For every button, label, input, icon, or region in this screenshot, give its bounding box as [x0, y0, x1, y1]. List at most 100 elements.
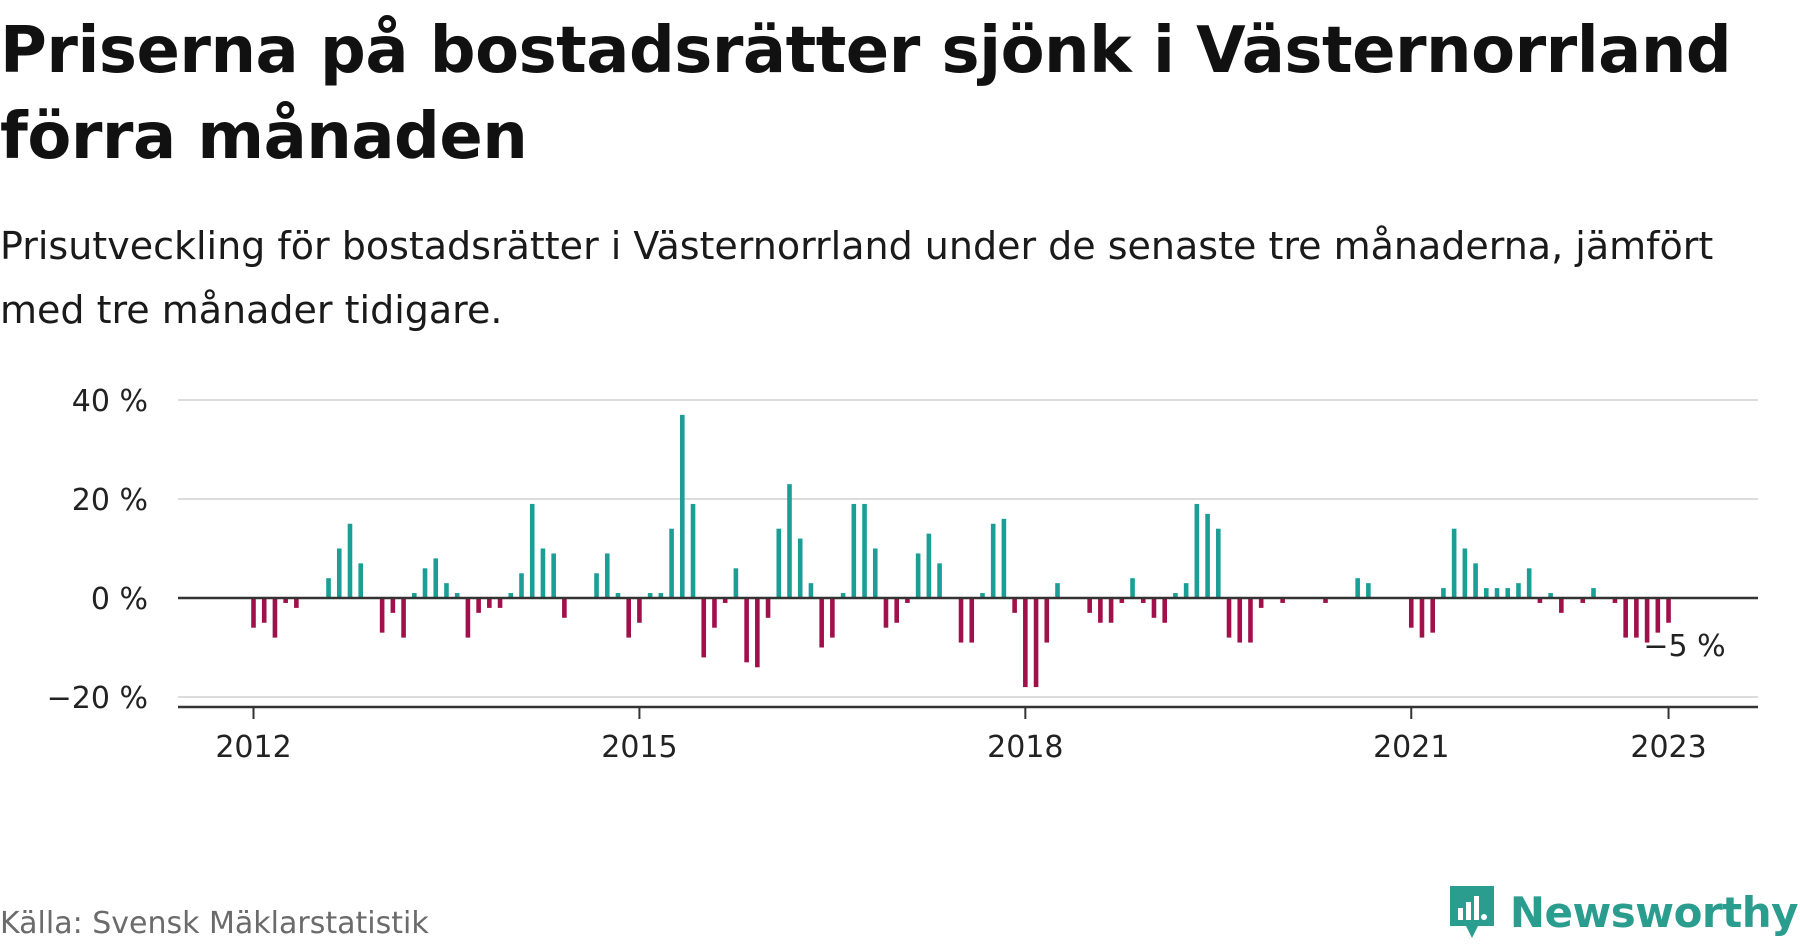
- bar: [540, 548, 546, 598]
- y-tick-label: 40 %: [72, 384, 148, 419]
- bar: [1130, 578, 1135, 598]
- bar: [1655, 598, 1661, 633]
- bar: [722, 598, 728, 603]
- newsworthy-logo-text: Newsworthy: [1509, 887, 1799, 937]
- bar: [1430, 598, 1435, 633]
- bar: [1108, 598, 1114, 623]
- bar: [744, 598, 749, 663]
- bar: [926, 533, 932, 598]
- bar: [1162, 598, 1167, 623]
- bar: [379, 598, 385, 633]
- bar: [444, 583, 449, 598]
- bar: [905, 598, 910, 603]
- axes: [178, 596, 1758, 719]
- bar: [497, 598, 503, 608]
- bar: [1280, 598, 1285, 603]
- bar: [1634, 598, 1639, 638]
- bar: [272, 598, 278, 638]
- bar: [1044, 598, 1050, 643]
- x-tick-label: 2021: [1373, 730, 1449, 765]
- bar: [1205, 513, 1210, 598]
- bar: [261, 598, 267, 623]
- bar: [647, 593, 653, 598]
- bar: [1248, 598, 1253, 643]
- x-tick-label: 2023: [1630, 730, 1706, 765]
- bar: [969, 598, 975, 643]
- bar: [990, 523, 996, 598]
- bar: [465, 598, 471, 638]
- bar: [894, 598, 899, 623]
- bar: [1194, 503, 1200, 598]
- bar: [1355, 578, 1360, 598]
- bar: [1237, 598, 1243, 643]
- bar: [872, 548, 878, 598]
- bar: [915, 553, 921, 598]
- bar: [1494, 588, 1500, 598]
- bar: [1451, 528, 1457, 598]
- bar: [1644, 598, 1650, 643]
- bar: [690, 503, 696, 598]
- bar: [1173, 593, 1178, 598]
- bar: [1366, 583, 1371, 598]
- x-tick-label: 2012: [215, 730, 291, 765]
- bar: [1580, 598, 1586, 603]
- bar: [1623, 598, 1628, 638]
- bar: [1055, 583, 1060, 598]
- bar: [487, 598, 492, 608]
- bar: [626, 598, 631, 638]
- bar: [326, 578, 331, 598]
- bar: [1119, 598, 1125, 603]
- bar: [1537, 598, 1543, 603]
- bar: [840, 593, 846, 598]
- chart-subtitle: Prisutveckling för bostadsrätter i Väste…: [0, 224, 1714, 332]
- bar: [1612, 598, 1618, 603]
- bar: [1591, 588, 1596, 598]
- axis-labels: 40 % 20 % 0 % −20 % 2012 2015 2018 2021 2023 −5 %: [47, 384, 1726, 765]
- x-tick-label: 2015: [601, 730, 677, 765]
- bar: [680, 414, 685, 598]
- bar: [1484, 588, 1489, 598]
- bar: [604, 553, 610, 598]
- bar: [1183, 583, 1189, 598]
- bar-chart: 40 % 20 % 0 % −20 % 2012 2015 2018 2021 2023 −5 %: [47, 384, 1758, 765]
- bar: [347, 523, 353, 598]
- bar: [958, 598, 964, 643]
- bar: [1151, 598, 1157, 618]
- bar: [1087, 598, 1092, 613]
- bar: [830, 598, 835, 638]
- bar: [1462, 548, 1468, 598]
- bar: [862, 503, 867, 598]
- bar: [336, 548, 342, 598]
- bar: [1140, 598, 1146, 603]
- latest-value-annotation: −5 %: [1643, 629, 1725, 664]
- bar: [1548, 593, 1553, 598]
- x-tick-label: 2018: [987, 730, 1063, 765]
- source-credit: Källa: Svensk Mäklarstatistik: [0, 906, 429, 941]
- bar: [787, 484, 792, 598]
- bar: [980, 593, 985, 598]
- bar: [401, 598, 406, 638]
- bars: [251, 414, 1671, 688]
- bar: [1012, 598, 1017, 613]
- bar: [283, 598, 288, 603]
- bar: [433, 558, 439, 598]
- bar: [1666, 598, 1671, 623]
- bar: [1505, 588, 1511, 598]
- bar: [1023, 598, 1028, 688]
- bar: [733, 568, 739, 598]
- bar: [615, 593, 621, 598]
- newsworthy-logo-icon: [1449, 886, 1494, 938]
- bar: [412, 593, 417, 598]
- y-tick-label: 0 %: [91, 582, 148, 617]
- bar: [551, 553, 556, 598]
- bar: [1473, 563, 1478, 598]
- bar: [422, 568, 428, 598]
- bar: [251, 598, 256, 628]
- bar: [1559, 598, 1564, 613]
- bar: [1001, 518, 1007, 598]
- bar: [454, 593, 460, 598]
- bar: [529, 503, 535, 598]
- gridlines: [178, 399, 1758, 698]
- chart-title: Priserna på bostadsrätter sjönk i Väster…: [0, 14, 1732, 174]
- bar: [765, 598, 771, 618]
